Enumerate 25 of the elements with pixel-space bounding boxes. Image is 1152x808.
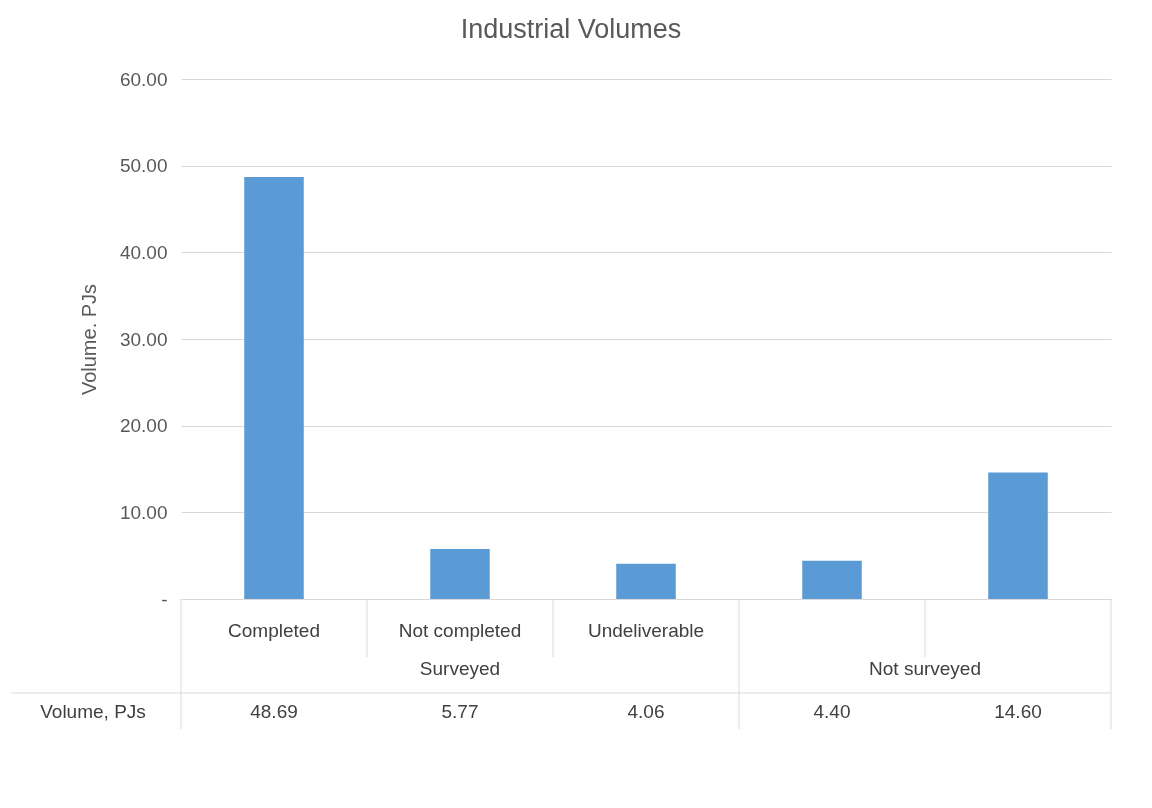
data-label: 4.06 (627, 701, 665, 722)
y-tick-label: 30.00 (119, 328, 168, 350)
y-tick-label: 60.00 (119, 68, 168, 90)
bar (802, 560, 862, 599)
bar (616, 563, 676, 599)
data-label: 4.40 (813, 701, 851, 722)
y-tick-label: - (161, 588, 168, 610)
y-axis-title: Volume. PJs (77, 283, 100, 396)
chart-title: Industrial Volumes (460, 14, 682, 44)
data-label: 48.69 (250, 701, 298, 722)
text: Surveyed (419, 658, 501, 679)
y-tick-label: 40.00 (119, 241, 168, 263)
data-label: 14.60 (994, 701, 1042, 722)
bar (244, 177, 304, 599)
text: Volume, PJs (40, 701, 146, 722)
x-tick-label: Undeliverable (587, 619, 705, 641)
y-tick-label: 20.00 (119, 415, 168, 437)
y-tick-label: 10.00 (119, 501, 168, 523)
bar (988, 472, 1048, 599)
y-tick-label: 50.00 (119, 155, 168, 177)
x-tick-label: Not completed (398, 619, 522, 641)
bar (430, 548, 490, 599)
data-label: 5.77 (441, 701, 479, 722)
text: Not surveyed (869, 658, 981, 679)
x-tick-label: Completed (228, 619, 320, 641)
